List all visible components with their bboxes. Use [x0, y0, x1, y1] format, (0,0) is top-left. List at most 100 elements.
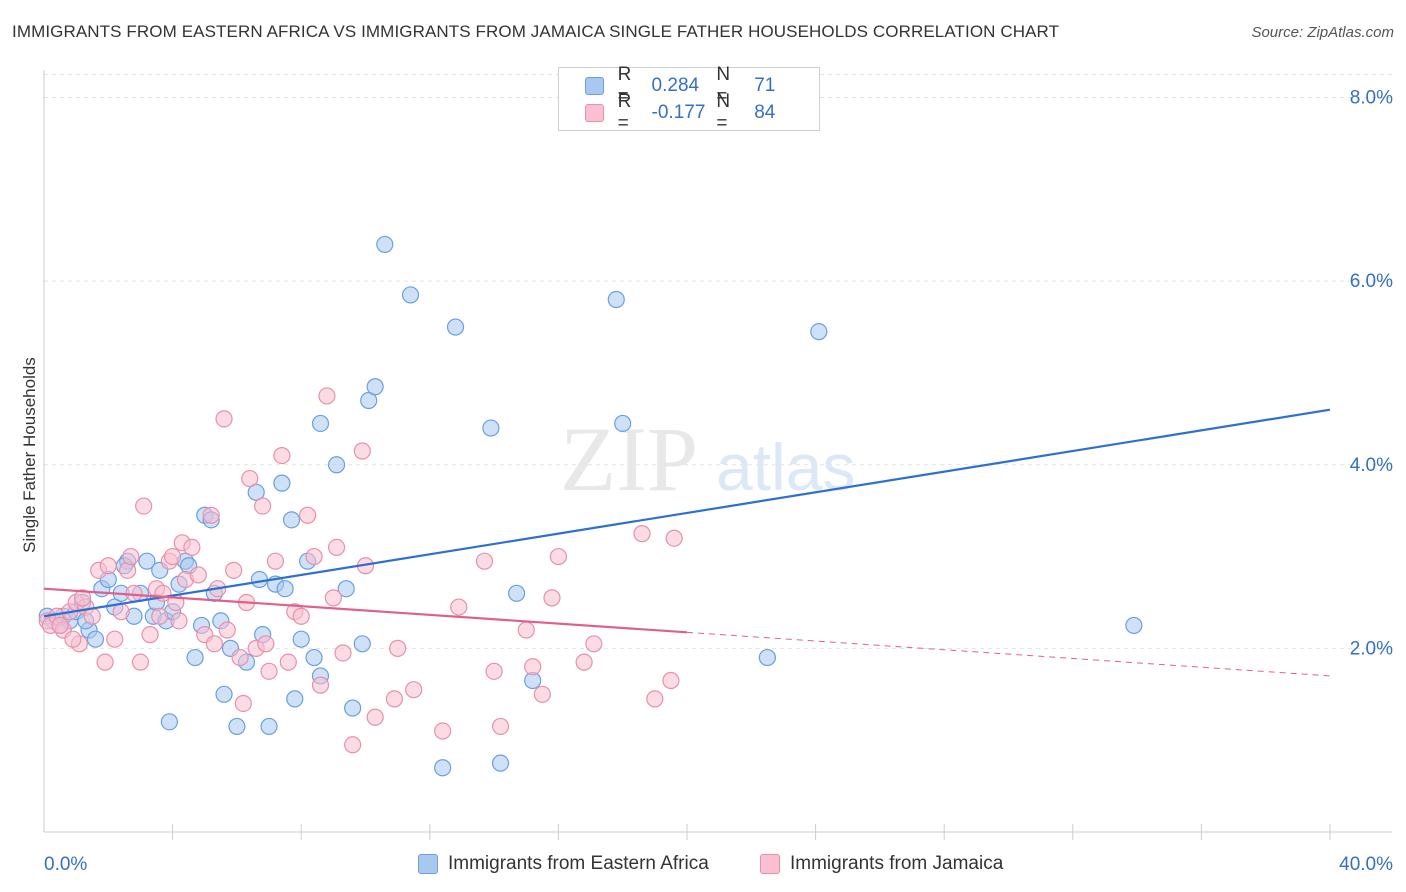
y-tick-label: 2.0% — [1350, 638, 1393, 659]
data-point — [276, 580, 294, 598]
data-point — [106, 630, 124, 648]
data-point — [189, 566, 207, 584]
data-point — [125, 584, 143, 602]
data-point — [160, 713, 178, 731]
data-point — [549, 547, 568, 566]
data-point — [366, 708, 384, 726]
data-point — [86, 630, 105, 648]
data-point — [491, 717, 510, 736]
data-point — [131, 653, 150, 671]
legend-n-value: 71 — [754, 75, 776, 96]
data-point — [292, 630, 310, 648]
data-point — [524, 658, 542, 676]
data-point — [665, 529, 683, 547]
trend-line-jamaica-dashed — [686, 631, 1331, 677]
data-point — [299, 506, 317, 524]
data-point — [183, 538, 201, 556]
data-point — [83, 607, 101, 625]
legend-swatch-eastern-africa — [585, 77, 604, 95]
data-point — [614, 414, 632, 433]
data-point — [543, 589, 561, 607]
data-point — [450, 598, 468, 616]
data-point — [508, 584, 526, 602]
data-point — [218, 621, 236, 639]
data-point — [138, 552, 156, 570]
data-point — [337, 580, 355, 598]
data-point — [225, 561, 243, 579]
data-point — [260, 662, 278, 680]
data-point — [273, 474, 291, 492]
tick-labels: 2.0% 4.0% 6.0% 8.0% 0.0% 40.0% — [44, 88, 1393, 875]
data-point — [170, 612, 188, 630]
data-point — [405, 681, 423, 699]
legend-r-label: R = — [617, 64, 632, 107]
data-point — [434, 759, 452, 777]
data-point — [279, 653, 297, 671]
x-tick-label-max: 40.0% — [1339, 854, 1393, 875]
data-point — [247, 483, 265, 501]
data-point — [260, 717, 278, 736]
legend-n-label: N = — [716, 91, 731, 134]
bottom-legend-label: Immigrants from Eastern Africa — [448, 853, 709, 874]
legend-r-label: R = — [617, 91, 632, 134]
bottom-legend-eastern-africa: Immigrants from Eastern Africa — [418, 852, 709, 876]
data-point — [360, 391, 378, 410]
data-point — [366, 378, 384, 396]
legend-row-jamaica: R = -0.177 N = 84 — [585, 91, 819, 134]
data-point — [311, 676, 330, 694]
data-point — [344, 736, 362, 754]
data-point — [292, 607, 310, 625]
series-jamaica — [38, 387, 683, 754]
data-point — [151, 607, 169, 625]
data-point — [286, 690, 304, 708]
data-point — [311, 414, 330, 433]
data-point — [228, 717, 246, 736]
data-point — [51, 616, 69, 635]
data-point — [324, 589, 342, 607]
data-point — [810, 323, 828, 341]
data-point — [96, 653, 114, 671]
watermark: ZIP atlas — [560, 408, 855, 510]
data-point — [334, 644, 352, 662]
data-point — [485, 662, 503, 680]
axes — [43, 70, 1392, 840]
data-point — [273, 446, 291, 465]
data-point — [517, 621, 535, 639]
data-point — [318, 387, 336, 405]
data-point — [389, 639, 407, 657]
bottom-legend-swatch — [760, 854, 780, 874]
data-point — [231, 648, 249, 667]
data-point — [585, 635, 603, 653]
data-point — [1125, 616, 1143, 635]
data-point — [607, 290, 625, 309]
watermark-atlas: atlas — [716, 430, 855, 504]
trend-line-jamaica — [43, 587, 688, 634]
data-point — [64, 630, 82, 648]
data-point — [112, 603, 130, 621]
data-point — [250, 570, 269, 589]
bottom-legend-label: Immigrants from Jamaica — [790, 853, 1004, 874]
data-point — [353, 442, 371, 460]
data-point — [266, 552, 285, 570]
legend-row-eastern-africa: R = 0.284 N = 71 — [585, 64, 819, 107]
data-point — [327, 538, 346, 556]
data-point — [446, 318, 465, 336]
legend-n-value: 84 — [754, 102, 776, 123]
data-point — [257, 635, 275, 653]
legend: R = 0.284 N = 71 R = -0.177 N = 84 — [558, 64, 820, 134]
data-point — [482, 419, 500, 437]
data-point — [376, 235, 394, 254]
bottom-legend-jamaica: Immigrants from Jamaica — [760, 852, 1003, 876]
trend-line-eastern-africa — [43, 408, 1331, 618]
data-point — [327, 456, 346, 474]
chart-title: IMMIGRANTS FROM EASTERN AFRICA VS IMMIGR… — [12, 22, 1060, 41]
data-point — [401, 286, 420, 304]
gridlines — [44, 74, 1392, 649]
x-tick-label-min: 0.0% — [44, 854, 87, 875]
data-point — [254, 497, 272, 515]
data-point — [385, 690, 404, 708]
legend-swatch-jamaica — [585, 104, 604, 122]
y-tick-label: 4.0% — [1350, 455, 1393, 476]
data-point — [99, 557, 117, 575]
